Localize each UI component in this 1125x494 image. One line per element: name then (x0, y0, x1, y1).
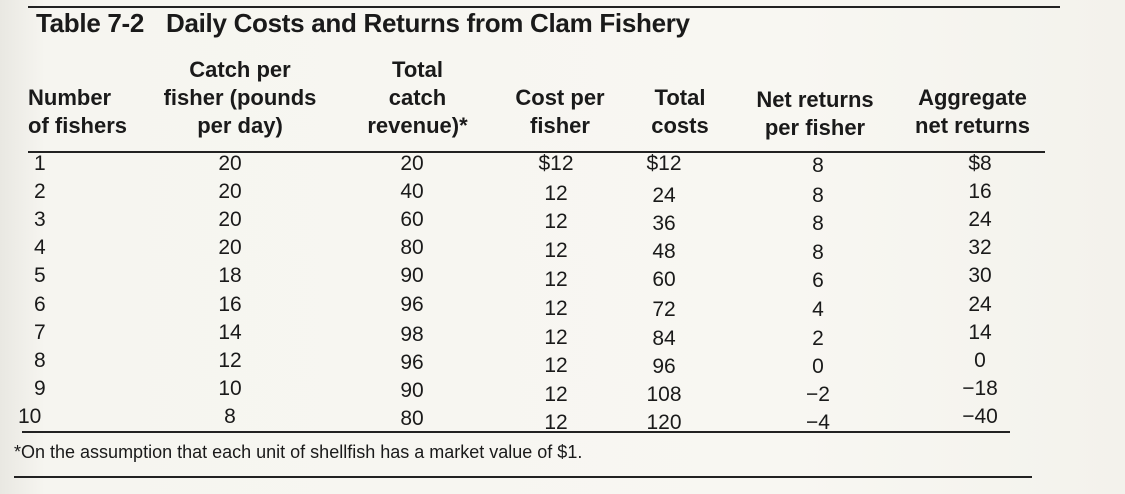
table-cell: 120 (646, 410, 682, 434)
table-cell: 20 (218, 236, 242, 260)
table-cell: 30 (968, 264, 992, 288)
table-cell: $12 (538, 152, 574, 175)
table-cell: 60 (400, 208, 424, 232)
table-cell: 24 (968, 292, 992, 316)
table-cell: 0 (974, 348, 986, 372)
table-cell: 96 (652, 354, 676, 378)
table-cell: −2 (806, 382, 830, 406)
row-number-cell: 4 (34, 236, 46, 260)
top-rule (28, 6, 1060, 8)
table-cell: 24 (968, 208, 992, 232)
table-cell: 96 (400, 292, 424, 316)
header-rule (28, 151, 1045, 153)
table-cell: 6 (812, 269, 824, 293)
column-header: Cost per fisher (515, 85, 605, 138)
table-cell: 12 (544, 296, 568, 320)
table-cell: 20 (400, 152, 424, 175)
table-cell: 12 (544, 353, 568, 377)
table-cell: 32 (968, 236, 992, 260)
table-cell: 72 (652, 297, 676, 321)
column-header: Aggregate net returns (915, 85, 1030, 138)
table-cell: 36 (652, 212, 676, 236)
table-cell: 80 (400, 406, 424, 430)
footer-rule (22, 431, 1010, 433)
table-cell: 14 (968, 320, 992, 344)
table-cell: 10 (218, 376, 242, 400)
table-label: Table 7-2 (36, 8, 145, 38)
table-cell: 16 (968, 180, 992, 204)
table-cell: 14 (218, 320, 242, 344)
table-cell: 8 (812, 212, 824, 236)
table-cell: 40 (400, 180, 424, 204)
table-cell: 12 (544, 239, 568, 263)
table-footnote: *On the assumption that each unit of she… (14, 442, 583, 462)
table-cell: 2 (812, 326, 824, 350)
row-number-cell: 9 (34, 376, 46, 400)
table-cell: 0 (812, 354, 824, 378)
table-cell: 12 (544, 410, 568, 434)
table-cell: 18 (218, 264, 242, 288)
row-number-cell: 2 (34, 180, 46, 204)
table-cell: 20 (218, 180, 242, 204)
table-cell: 8 (812, 154, 824, 177)
row-number-cell: 6 (34, 292, 46, 316)
table-cell: −4 (806, 410, 830, 434)
table-cell: 12 (544, 182, 568, 206)
table-cell: 24 (652, 184, 676, 208)
row-number-cell: 10 (18, 404, 42, 428)
row-number-cell: 8 (34, 348, 46, 372)
table-cell: 20 (218, 152, 242, 175)
row-number-cell: 1 (34, 152, 46, 175)
table-cell: $12 (646, 152, 682, 175)
table-cell: 48 (652, 240, 676, 264)
table-cell: 4 (812, 297, 824, 321)
table-cell: 96 (400, 350, 424, 374)
column-header: Net returns per fisher (756, 87, 874, 140)
row-number-cell: 7 (34, 320, 46, 344)
table-cell: 8 (812, 241, 824, 265)
table-cell: $8 (968, 152, 992, 175)
table-cell: 12 (544, 382, 568, 406)
column-header: Total catch revenue)* (367, 57, 468, 138)
table-cell: 20 (218, 208, 242, 232)
column-header: Catch per fisher (pounds per day) (163, 57, 317, 138)
column-header: Number of fishers (28, 85, 128, 138)
table-caption: Table 7-2 Daily Costs and Returns from Cl… (36, 8, 690, 39)
table-cell: 90 (400, 264, 424, 288)
column-header: Total costs (651, 85, 709, 138)
bottom-rule (14, 476, 1032, 478)
table-cell: 16 (218, 292, 242, 316)
table-cell: 108 (646, 382, 682, 406)
table-cell: 12 (544, 210, 568, 234)
row-number-cell: 3 (34, 208, 46, 232)
table-cell: 12 (218, 348, 242, 372)
table-cell: 90 (400, 378, 424, 402)
table-cell: −18 (962, 376, 998, 400)
table-cell: 12 (544, 268, 568, 292)
table-cell: 60 (652, 268, 676, 292)
table-cell: −40 (962, 404, 998, 428)
table-cell: 8 (224, 404, 236, 428)
table-title: Daily Costs and Returns from Clam Fisher… (166, 8, 690, 38)
table-cell: 80 (400, 236, 424, 260)
table-cell: 12 (544, 325, 568, 349)
table-cell: 8 (812, 184, 824, 208)
table-cell: 84 (652, 326, 676, 350)
row-number-cell: 5 (34, 264, 46, 288)
table-cell: 98 (400, 322, 424, 346)
